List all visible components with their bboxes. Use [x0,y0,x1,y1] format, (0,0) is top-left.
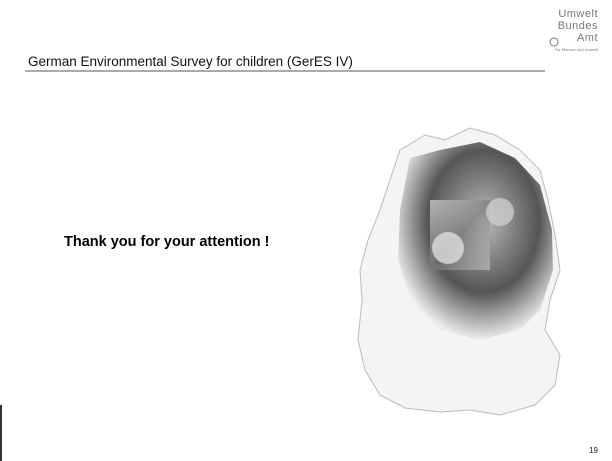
logo-mark [550,38,558,46]
photo-face [432,232,464,264]
photo-face [486,198,514,226]
thank-you-text: Thank you for your attention ! [64,234,269,250]
decoration [0,0,612,461]
slide: German Environmental Survey for children… [0,0,612,461]
page-number: 19 [589,446,598,455]
